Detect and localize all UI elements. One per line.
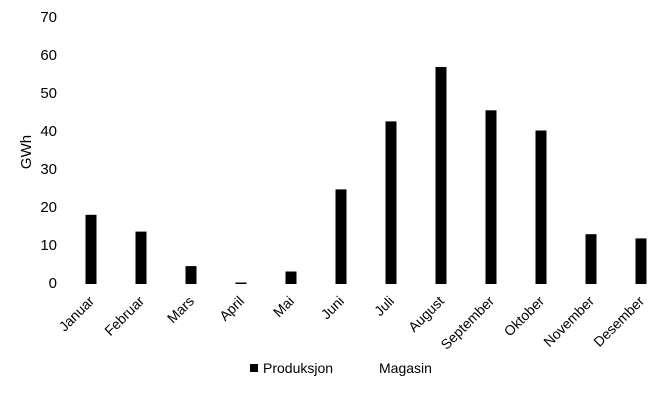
bar-februar (135, 231, 147, 284)
y-axis-label: GWh (18, 135, 35, 169)
x-tick-label: Juli (371, 293, 397, 319)
x-tick-label: November (540, 293, 597, 350)
y-tick-label: 20 (40, 199, 57, 216)
bar-desember (635, 238, 647, 284)
x-tick-label: Januar (56, 293, 98, 335)
x-axis-labels: Januar Februar Mars April Mai Juni Juli AugustS… (56, 293, 648, 353)
legend-swatch-produksjon (250, 364, 258, 372)
legend: Produksjon Magasin (250, 360, 432, 376)
bar-mai (285, 271, 297, 284)
x-tick-label: August (405, 293, 447, 335)
legend-swatch-magasin (366, 364, 374, 372)
y-tick-label: 50 (40, 85, 57, 102)
y-tick-label: 30 (40, 161, 57, 178)
bars (85, 67, 647, 285)
x-tick-label: Februar (101, 293, 147, 339)
bar-september (485, 110, 497, 284)
x-tick-label: Desember (590, 293, 647, 350)
bar-november (585, 234, 597, 284)
bar-april (235, 282, 247, 284)
legend-label-produksjon: Produksjon (263, 360, 333, 376)
legend-label-magasin: Magasin (379, 360, 432, 376)
x-tick-label: Mai (270, 293, 297, 320)
bar-juli (385, 121, 397, 285)
y-tick-label: 10 (40, 237, 57, 254)
bar-juni (335, 189, 347, 284)
y-tick-label: 60 (40, 47, 57, 64)
bar-mars (185, 266, 197, 284)
x-tick-label: September (437, 293, 497, 353)
y-tick-label: 40 (40, 123, 57, 140)
bar-januar (85, 214, 97, 284)
x-tick-label: Oktober (501, 293, 548, 340)
x-tick-label: Mars (164, 293, 197, 326)
x-tick-label: April (216, 293, 247, 324)
y-axis-ticks: 0 10 20 30 40 50 60 70 (40, 9, 57, 292)
bar-oktober (535, 130, 547, 284)
y-tick-label: 0 (49, 275, 57, 292)
y-tick-label: 70 (40, 9, 57, 26)
bar-august (435, 67, 447, 284)
x-tick-label: Juni (318, 293, 347, 322)
